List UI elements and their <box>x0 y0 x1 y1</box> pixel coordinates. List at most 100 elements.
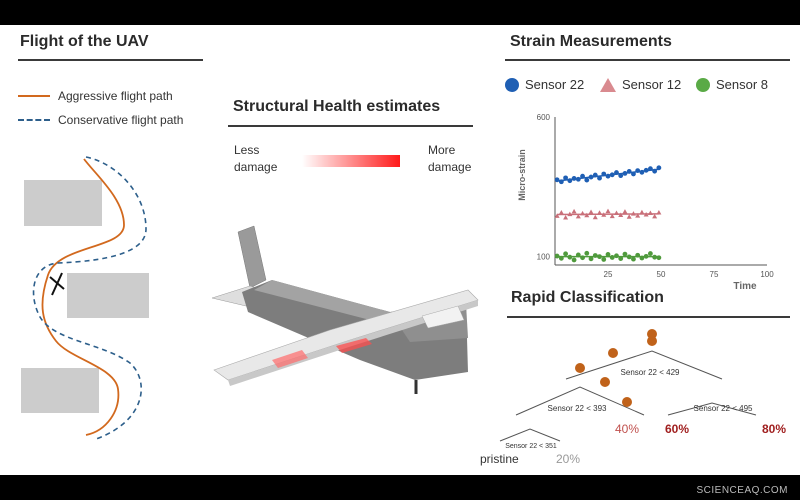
sensor-8-marker-icon <box>696 77 710 92</box>
leaf-60: 60% <box>665 422 689 436</box>
data-point <box>580 255 585 261</box>
more-damage-label-1: More <box>428 143 456 157</box>
tree-dot <box>608 348 618 358</box>
series-sensor-12 <box>554 208 662 220</box>
data-point <box>626 254 632 260</box>
classification-title-rule <box>507 316 790 318</box>
more-damage-label-2: damage <box>428 160 472 174</box>
node-right-label: Sensor 22 < 495 <box>694 404 753 413</box>
data-point <box>631 171 636 177</box>
data-point <box>571 208 577 214</box>
data-point <box>592 172 598 178</box>
data-point <box>635 252 641 258</box>
y-tick-label: 600 <box>537 113 551 122</box>
data-point <box>563 215 569 220</box>
data-point <box>630 211 636 216</box>
data-point <box>622 251 628 257</box>
data-point <box>643 253 649 259</box>
data-point <box>648 251 653 256</box>
series-sensor-22 <box>554 165 662 185</box>
less-damage-label-2: damage <box>234 160 278 174</box>
conservative-line-swatch <box>18 119 50 121</box>
data-point <box>609 213 615 219</box>
data-point <box>656 165 662 171</box>
x-tick-label: 75 <box>710 270 719 279</box>
legend-sensor-22-label: Sensor 22 <box>525 77 585 92</box>
strain-title-rule <box>505 59 790 61</box>
data-point <box>592 253 598 258</box>
data-point <box>635 168 641 174</box>
data-point <box>584 212 590 218</box>
data-point <box>588 209 594 214</box>
data-point <box>648 166 653 172</box>
data-point <box>592 214 598 220</box>
x-axis-label: Time <box>733 281 757 292</box>
node-left-label: Sensor 22 < 393 <box>548 404 607 413</box>
data-point <box>597 175 602 181</box>
data-point <box>575 176 581 182</box>
flight-map <box>21 156 149 440</box>
health-title: Structural Health estimates <box>233 98 441 115</box>
data-point <box>614 253 619 259</box>
tree-dot <box>600 377 610 387</box>
aggressive-flight-path <box>41 158 125 436</box>
obstacle-3 <box>21 368 99 413</box>
data-point <box>652 213 658 219</box>
data-point <box>656 255 662 261</box>
tree-dot <box>575 363 585 373</box>
legend-sensor-22: Sensor 22 <box>505 77 584 92</box>
data-point <box>631 256 636 262</box>
data-point <box>605 173 611 179</box>
data-point <box>597 254 602 260</box>
tree-dot <box>647 329 657 339</box>
data-point <box>571 257 577 263</box>
data-point <box>652 168 658 174</box>
data-point <box>554 213 560 218</box>
obstacle-2 <box>67 273 149 318</box>
data-point <box>571 176 577 181</box>
data-point <box>554 177 560 183</box>
data-point <box>618 173 624 179</box>
data-point <box>622 171 628 176</box>
node-root-label: Sensor 22 < 429 <box>621 368 680 377</box>
data-point <box>567 211 573 217</box>
data-point <box>563 251 568 257</box>
data-point <box>584 177 590 183</box>
tree-dot <box>647 336 657 346</box>
node-leftleft-label: Sensor 22 < 351 <box>505 443 557 450</box>
data-point <box>656 210 662 215</box>
data-point <box>639 255 645 261</box>
leaf-pristine: pristine <box>480 452 519 466</box>
data-point <box>575 252 581 258</box>
data-point <box>580 173 585 179</box>
data-point <box>609 172 615 178</box>
x-tick-label: 50 <box>657 270 666 279</box>
data-point <box>601 257 607 262</box>
legend-conservative: Conservative flight path <box>18 113 183 127</box>
legend-sensor-12-label: Sensor 12 <box>622 77 682 92</box>
data-point <box>613 210 619 216</box>
data-point <box>554 253 560 259</box>
data-point <box>588 256 594 262</box>
data-point <box>639 209 645 215</box>
damage-gradient-bar <box>302 155 400 167</box>
data-point <box>588 174 594 180</box>
data-point <box>575 213 581 219</box>
leaf-80: 80% <box>762 422 786 436</box>
watermark: SCIENCEAQ.COM <box>696 485 788 496</box>
data-point <box>609 255 615 260</box>
data-point <box>605 208 611 214</box>
conservative-flight-path <box>32 156 147 440</box>
tree-dot <box>622 397 632 407</box>
data-point <box>558 210 564 215</box>
damage-patch-1 <box>272 350 308 368</box>
aggressive-line-swatch <box>18 95 50 97</box>
legend-aggressive: Aggressive flight path <box>18 89 173 103</box>
legend-sensor-8-label: Sensor 8 <box>716 77 769 92</box>
data-point <box>626 214 632 219</box>
uav-structure-illustration <box>211 225 479 394</box>
data-point <box>643 167 649 173</box>
legend-aggressive-label: Aggressive flight path <box>58 89 173 103</box>
data-point <box>597 210 603 215</box>
less-damage-label-1: Less <box>234 143 260 157</box>
